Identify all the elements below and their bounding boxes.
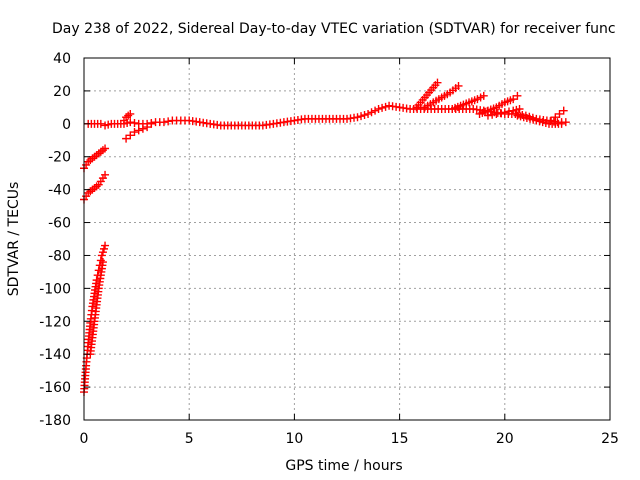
y-tick-label: 20 [53, 84, 71, 100]
y-tick-label: 0 [62, 117, 71, 133]
data-marks [80, 78, 570, 397]
x-tick-label: 5 [185, 431, 194, 447]
data-point [479, 91, 488, 100]
data-point [98, 258, 107, 267]
data-point [433, 78, 442, 87]
y-tick-label: -40 [48, 183, 71, 199]
data-point [164, 117, 173, 126]
series-main [84, 101, 570, 130]
data-point [159, 118, 168, 127]
y-tick-label: -80 [48, 248, 71, 264]
x-tick-labels: 0 5 10 15 20 25 [80, 431, 619, 447]
data-point [130, 128, 139, 137]
data-point [126, 109, 135, 118]
y-tick-label: -160 [39, 380, 71, 396]
ticks [83, 57, 611, 421]
series-branch-h [420, 81, 463, 112]
grid [84, 58, 610, 420]
x-tick-label: 20 [496, 431, 514, 447]
data-point [367, 108, 376, 117]
series-branch-j [475, 91, 522, 118]
data-point [371, 106, 380, 115]
y-tick-label: -140 [39, 347, 71, 363]
data-point [378, 103, 387, 112]
series-branch-e [122, 119, 156, 143]
series-branch-b [80, 170, 110, 204]
y-tick-label: -60 [48, 216, 71, 232]
series-branch-d [86, 258, 107, 359]
data-point [374, 105, 383, 114]
data-point [101, 241, 110, 250]
x-tick-label: 25 [601, 431, 619, 447]
data-point [96, 119, 105, 128]
data-point [509, 95, 518, 104]
x-tick-label: 15 [391, 431, 409, 447]
data-point [126, 118, 135, 127]
y-tick-label: -180 [39, 413, 71, 429]
data-point [454, 81, 463, 90]
data-point [101, 170, 110, 179]
series-branch-a [80, 144, 110, 173]
data-point [122, 134, 131, 143]
data-point [381, 102, 390, 111]
data-point [500, 108, 509, 117]
data-point [134, 126, 143, 135]
data-point [555, 109, 564, 118]
y-tick-label: -100 [39, 281, 71, 297]
data-point [492, 109, 501, 118]
data-point [138, 124, 147, 133]
data-point [147, 119, 156, 128]
data-point [483, 111, 492, 120]
y-tick-labels: -180 -160 -140 -120 -100 -80 -60 -40 -20 0 20 40 [39, 51, 71, 429]
y-tick-label: -20 [48, 150, 71, 166]
data-point [561, 118, 570, 127]
data-point [496, 109, 505, 118]
series-branch-g [412, 78, 442, 112]
x-axis-label: GPS time / hours [285, 458, 402, 474]
data-point [143, 123, 152, 132]
data-point [513, 91, 522, 100]
series-branch-m [513, 111, 566, 128]
series-branch-f [119, 109, 135, 125]
y-tick-label: 40 [53, 51, 71, 67]
chart-title: Day 238 of 2022, Sidereal Day-to-day VTE… [52, 21, 616, 37]
series-branch-i [448, 91, 488, 114]
data-point [557, 119, 566, 128]
data-point [130, 118, 139, 127]
x-tick-label: 0 [80, 431, 89, 447]
data-point [488, 110, 497, 119]
data-point [364, 109, 373, 118]
data-point [101, 144, 110, 153]
data-point [357, 112, 366, 121]
y-axis-label: SDTVAR / TECUs [6, 182, 22, 297]
series-branch-k [483, 105, 524, 120]
y-tick-label: -120 [39, 314, 71, 330]
data-point [360, 111, 369, 120]
data-point [353, 113, 362, 122]
data-point [505, 107, 514, 116]
plot-area [83, 57, 611, 421]
x-tick-label: 10 [285, 431, 303, 447]
data-point [559, 106, 568, 115]
data-point [126, 131, 135, 140]
data-point [515, 105, 524, 114]
